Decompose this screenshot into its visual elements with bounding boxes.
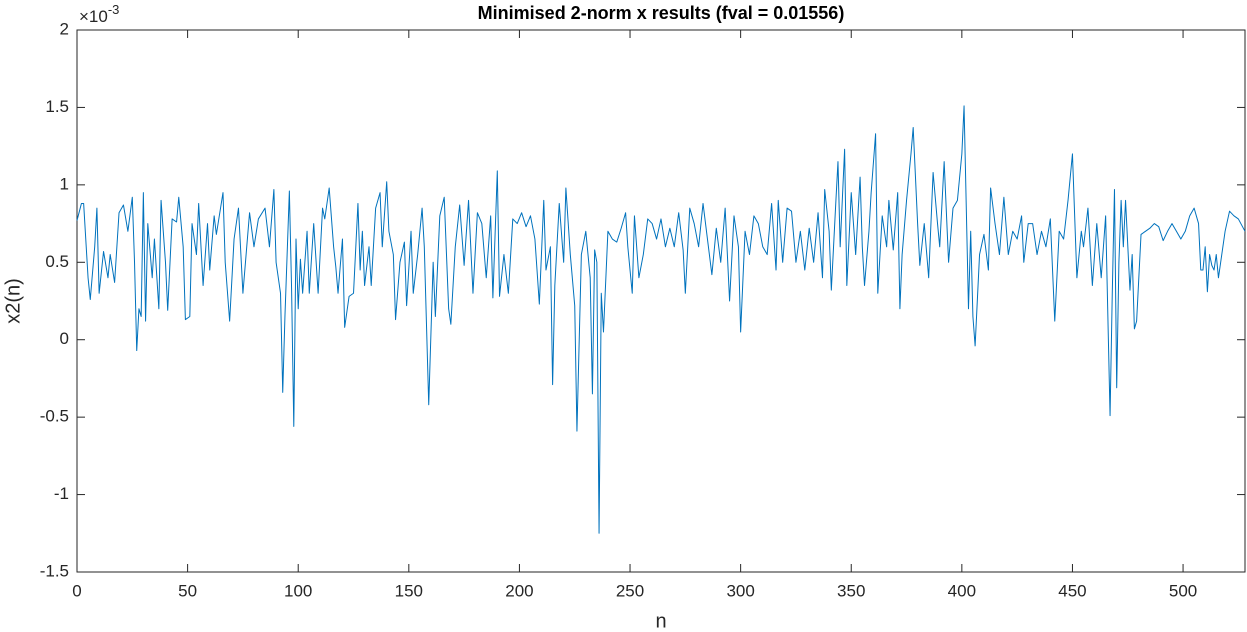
data-line	[76, 105, 1246, 534]
x-tick-label: 500	[1169, 581, 1197, 600]
x-tick-label: 300	[726, 581, 754, 600]
x-tick-label: 200	[505, 581, 533, 600]
plot-frame	[76, 29, 1246, 573]
x-tick-label: 0	[72, 581, 81, 600]
x-tick-label: 400	[948, 581, 976, 600]
x-tick-label: 250	[616, 581, 644, 600]
y-tick-label: -1	[54, 484, 69, 503]
y-axis-label: x2(n)	[2, 278, 24, 324]
x-tick-label: 350	[837, 581, 865, 600]
x-tick-label: 50	[178, 581, 197, 600]
exponent-power: -3	[108, 2, 120, 17]
y-tick-label: 0	[60, 329, 69, 348]
y-tick-label: 1.5	[45, 97, 69, 116]
y-tick-label: 0.5	[45, 252, 69, 271]
y-exponent: ×10-3	[79, 2, 119, 26]
x-tick-label: 100	[284, 581, 312, 600]
chart-title: Minimised 2-norm x results (fval = 0.015…	[478, 3, 845, 23]
exponent-base: ×10	[79, 7, 108, 26]
x-axis-label: n	[655, 610, 666, 632]
y-tick-label: -1.5	[40, 561, 69, 580]
y-tick-label: -0.5	[40, 407, 69, 426]
x-tick-label: 150	[395, 581, 423, 600]
y-tick-label: 2	[60, 19, 69, 38]
x-tick-label: 450	[1058, 581, 1086, 600]
y-tick-label: 1	[60, 174, 69, 193]
